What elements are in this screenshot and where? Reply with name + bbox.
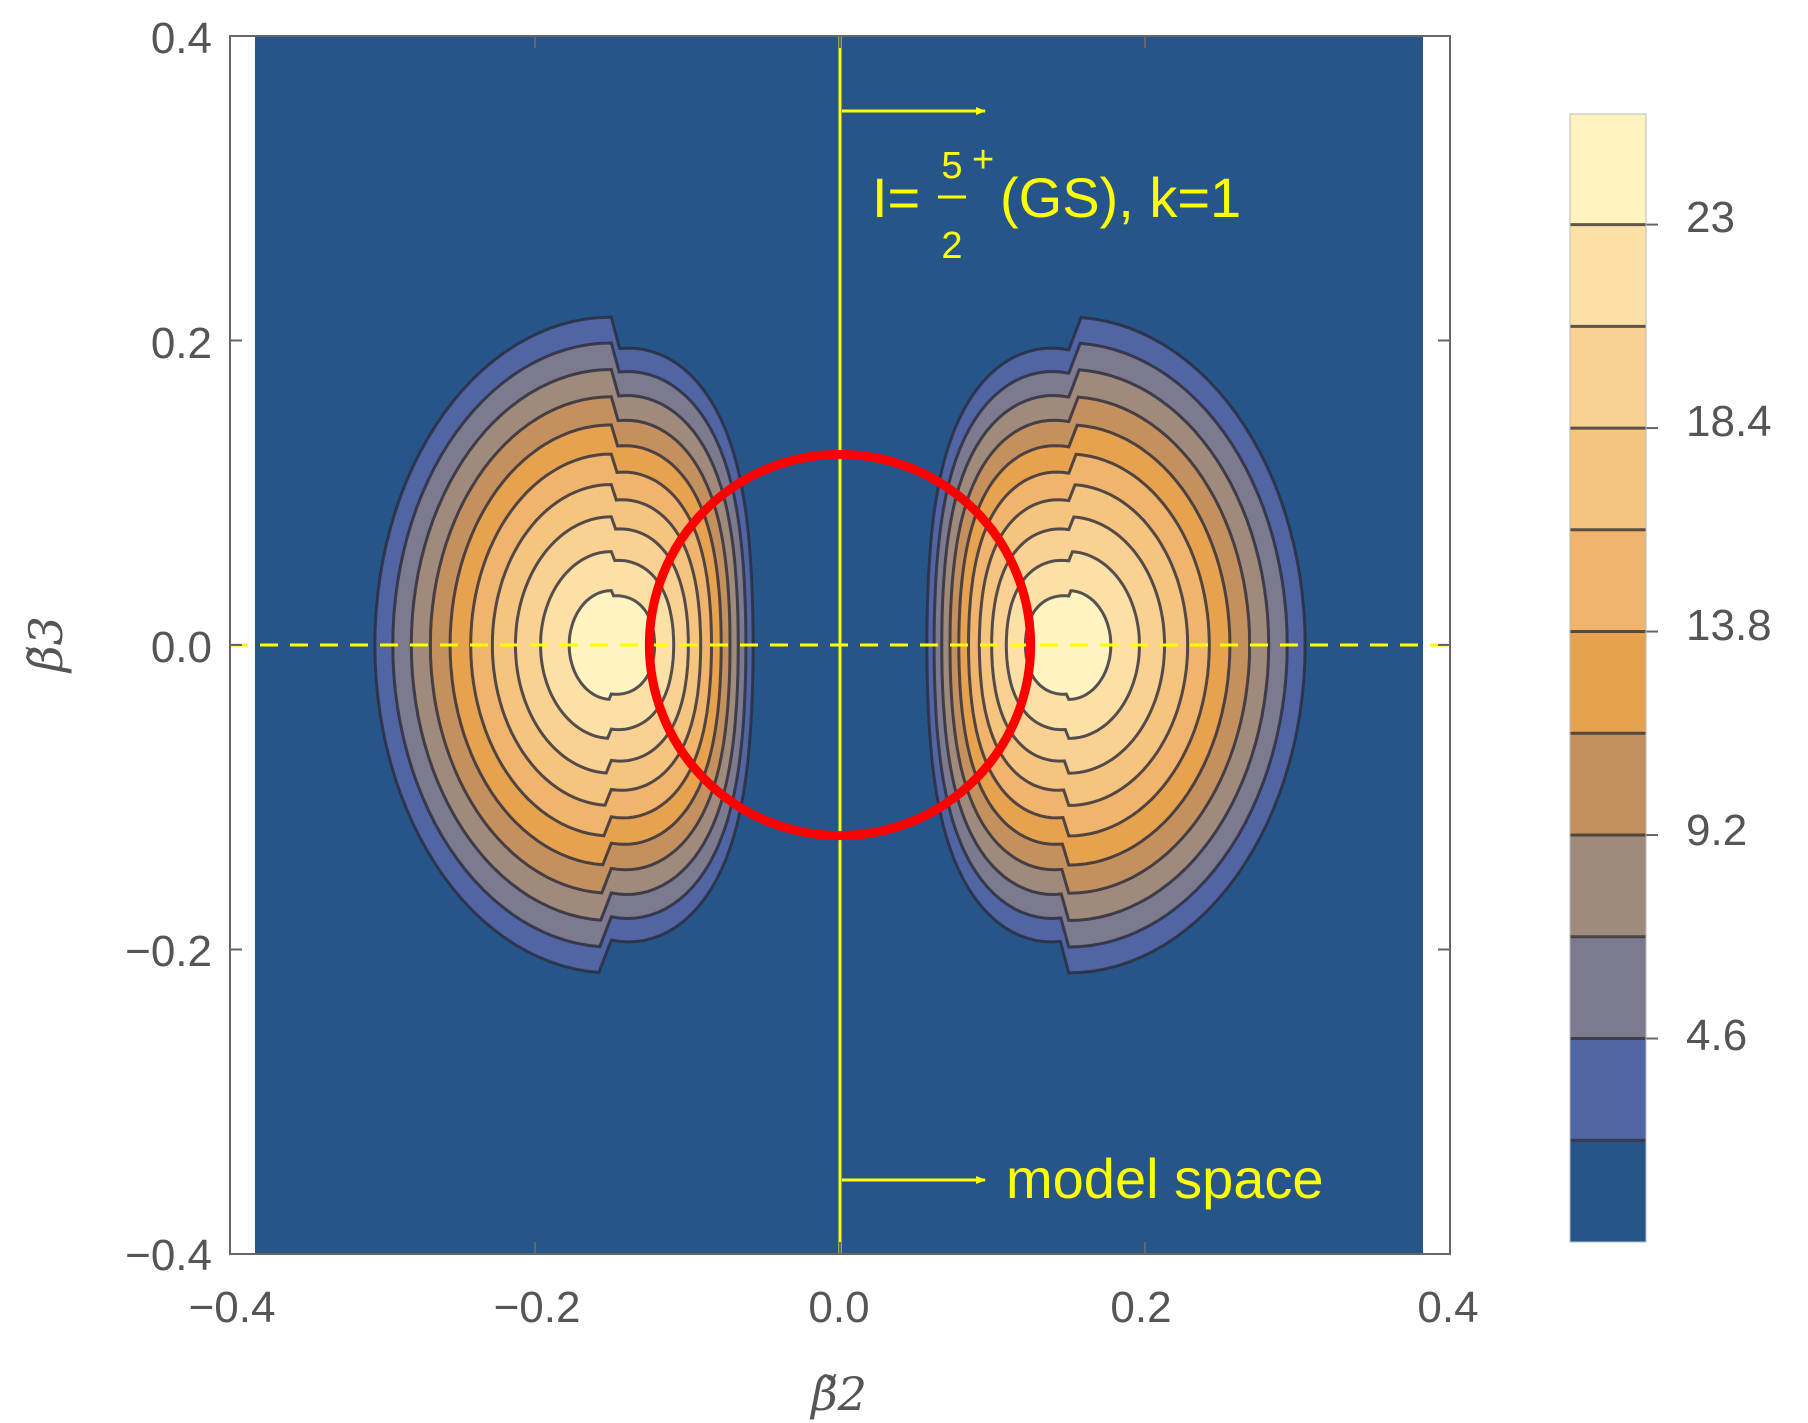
colorbar-band-0	[1570, 1140, 1646, 1242]
colorbar-band-8	[1570, 326, 1646, 429]
y-axis-ticks	[230, 35, 1450, 1255]
x-axis-ticks	[229, 36, 1451, 1254]
colorbar-tick-label-4: 4.6	[1686, 1011, 1747, 1060]
y-tick-label-4: −0.4	[125, 1231, 212, 1280]
contour-band-right-10	[1024, 589, 1113, 701]
model-space-label: model space	[1006, 1147, 1324, 1210]
state-label-suffix: (GS), k=1	[1000, 166, 1241, 229]
colorbar-band-9	[1570, 224, 1646, 327]
contour-lobe-right	[925, 315, 1307, 975]
y-tick-label-1: 0.2	[151, 319, 212, 368]
colorbar-band-4	[1570, 733, 1646, 836]
colorbar-band-1	[1570, 1038, 1646, 1141]
colorbar	[1570, 114, 1658, 1242]
state-label-parity: +	[972, 139, 994, 181]
colorbar-band-6	[1570, 529, 1646, 632]
colorbar-tick-label-0: 23	[1686, 193, 1735, 242]
state-label-frac-num: 5	[941, 145, 962, 187]
x-tick-label-4: 0.4	[1417, 1283, 1478, 1332]
colorbar-band-5	[1570, 631, 1646, 734]
y-tick-label-2: 0.0	[151, 623, 212, 672]
x-tick-label-1: −0.2	[494, 1283, 581, 1332]
x-tick-label-2: 0.0	[808, 1283, 869, 1332]
colorbar-band-3	[1570, 835, 1646, 937]
model-space-circle	[644, 449, 1036, 841]
y-tick-label-0: 0.4	[151, 14, 212, 63]
x-tick-label-3: 0.2	[1110, 1283, 1171, 1332]
state-label-prefix: I=	[872, 166, 920, 229]
state-label-frac-den: 2	[941, 225, 962, 267]
colorbar-tick-label-1: 18.4	[1686, 397, 1772, 446]
colorbar-border	[1569, 113, 1647, 1243]
x-axis-title: β̃2	[809, 1367, 867, 1421]
colorbar-band-10	[1570, 114, 1646, 225]
x-tick-label-0: −0.4	[189, 1283, 276, 1332]
colorbar-tick-label-3: 9.2	[1686, 806, 1747, 855]
contour-band-left-10	[567, 589, 656, 701]
y-tick-label-3: −0.2	[125, 927, 212, 976]
colorbar-band-2	[1570, 936, 1646, 1039]
y-axis-title: β̃3	[19, 616, 73, 674]
colorbar-band-7	[1570, 428, 1646, 530]
colorbar-tick-label-2: 13.8	[1686, 601, 1772, 650]
